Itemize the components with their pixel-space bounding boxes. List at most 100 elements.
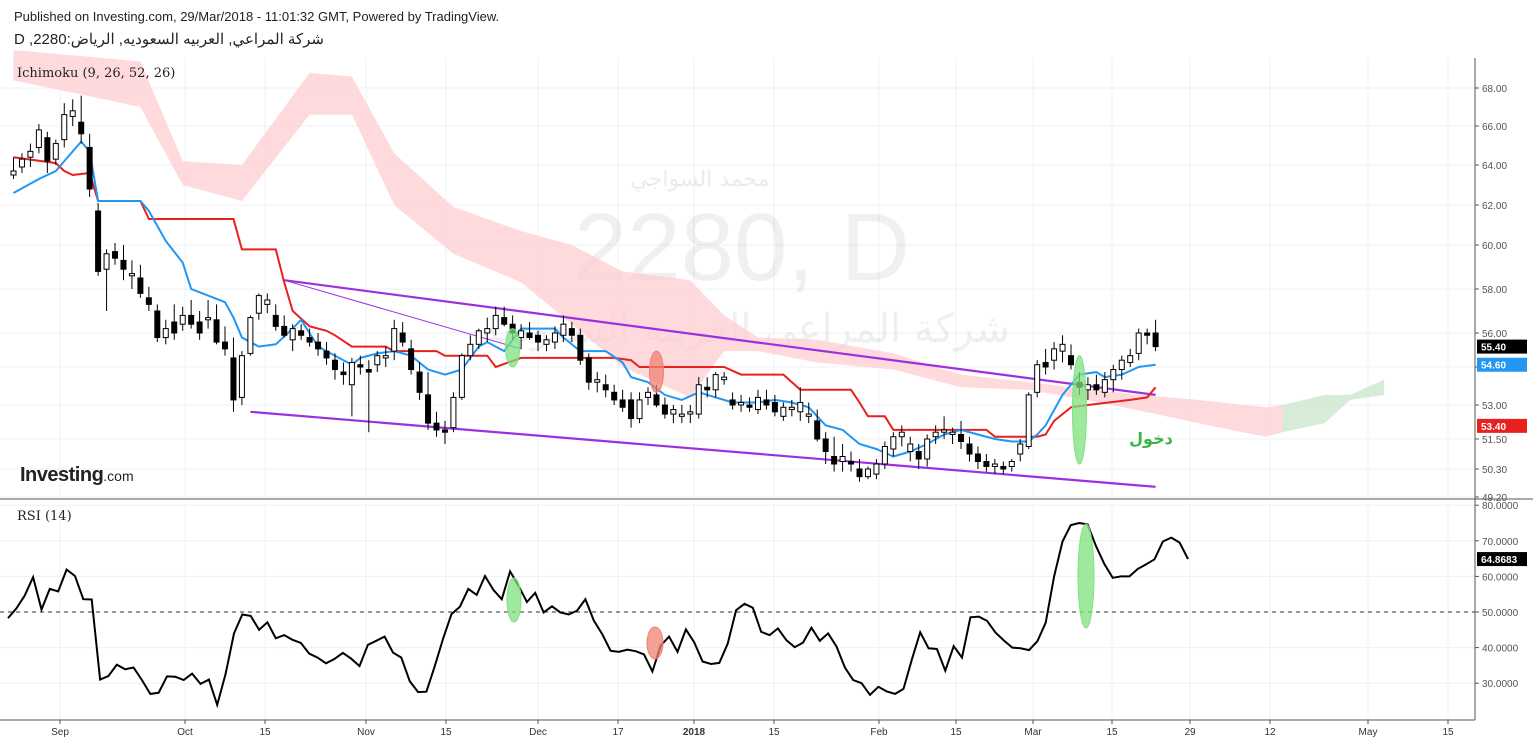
candle-down: [966, 443, 973, 455]
candle: [128, 260, 135, 289]
candle: [924, 434, 931, 467]
time-tick-label: Mar: [1024, 727, 1042, 738]
candle-up: [103, 253, 110, 270]
candle: [44, 131, 51, 173]
candle-down: [661, 404, 668, 415]
candle-down: [763, 399, 770, 406]
candle-up: [35, 129, 42, 148]
candle: [492, 306, 499, 336]
candle-up: [69, 110, 76, 118]
candle: [391, 319, 398, 361]
candle: [873, 459, 880, 480]
candle: [738, 394, 745, 412]
candle: [1059, 335, 1066, 363]
candle-up: [52, 143, 59, 160]
candle: [1000, 461, 1007, 475]
rsi-tick-label: 60.0000: [1482, 572, 1519, 583]
candle: [458, 353, 465, 400]
candle-up: [991, 463, 998, 467]
candle-up: [264, 299, 271, 305]
candle: [518, 324, 525, 349]
candle-down: [958, 433, 965, 443]
candle-up: [687, 411, 694, 415]
candle-up: [255, 295, 262, 314]
candle-down: [1000, 466, 1007, 470]
candle: [907, 436, 914, 462]
candle-down: [196, 321, 203, 334]
candle-down: [1068, 355, 1074, 366]
candle: [1152, 319, 1159, 352]
candle: [188, 300, 195, 329]
candle-down: [365, 369, 372, 373]
candle-up: [712, 374, 719, 391]
rsi-value-badge: 64.8683: [1477, 552, 1527, 567]
candle-down: [501, 317, 508, 325]
candle: [501, 306, 508, 327]
candle-down: [585, 357, 592, 383]
candle: [230, 337, 237, 412]
candle: [1093, 374, 1100, 395]
candle: [348, 357, 355, 417]
candle: [898, 425, 905, 447]
entry-marker-rsi: [1077, 523, 1095, 629]
candle: [52, 139, 59, 165]
candle: [1042, 348, 1049, 375]
conversion-badge-text: 54.60: [1481, 361, 1506, 372]
candle-up: [1059, 343, 1066, 352]
candle: [323, 342, 330, 365]
candle-down: [433, 422, 440, 431]
base-line: [13, 156, 1157, 438]
candle: [1127, 348, 1134, 367]
candle-down: [602, 384, 609, 391]
candle-up: [797, 401, 804, 413]
entry-label: دخول: [1129, 429, 1173, 448]
candle: [991, 459, 998, 475]
candle: [1008, 459, 1015, 472]
candle-up: [518, 330, 525, 339]
price-tick-label: 50.30: [1482, 465, 1507, 476]
candle: [712, 372, 719, 398]
rsi-pane: [0, 521, 1475, 709]
rsi-tick-label: 50.0000: [1482, 608, 1519, 619]
bull-marker-price: [505, 328, 521, 368]
time-tick-label: Feb: [870, 727, 888, 738]
candle: [915, 444, 922, 469]
candle-up: [560, 323, 567, 336]
candle-down: [653, 394, 660, 406]
candle-down: [340, 371, 347, 376]
candle-down: [315, 341, 322, 350]
bear-marker-rsi: [646, 626, 664, 660]
candle: [890, 432, 897, 457]
candle: [831, 436, 838, 472]
candle: [1144, 328, 1151, 345]
candle-up: [27, 150, 34, 158]
candle: [331, 353, 338, 380]
candle: [670, 405, 677, 424]
candle-up: [391, 328, 398, 352]
candle-down: [611, 391, 618, 401]
candle-down: [856, 468, 863, 478]
candle-down: [399, 332, 406, 343]
candle-down: [814, 420, 821, 440]
candle-up: [1135, 332, 1142, 354]
candle-up: [1051, 348, 1058, 361]
watermark: 2280, D شركة المراعي العربيه السعوديه مح…: [480, 167, 1010, 352]
time-tick-label: 12: [1264, 727, 1276, 738]
rsi-value-badge-bg: [1477, 552, 1527, 567]
candle-up: [873, 463, 880, 475]
candle: [365, 360, 372, 433]
candle-up: [551, 332, 558, 343]
candle-down: [704, 386, 711, 391]
candle-up: [839, 456, 846, 462]
candle: [729, 392, 736, 410]
candle: [797, 387, 804, 421]
candle-up: [1101, 379, 1108, 393]
candle: [949, 427, 956, 444]
candle-up: [932, 431, 939, 438]
candle-down: [831, 456, 838, 465]
candle: [1135, 328, 1142, 361]
logo-suffix: .com: [103, 468, 134, 484]
candle: [1118, 355, 1125, 380]
candle: [272, 304, 279, 331]
candle: [983, 454, 990, 472]
